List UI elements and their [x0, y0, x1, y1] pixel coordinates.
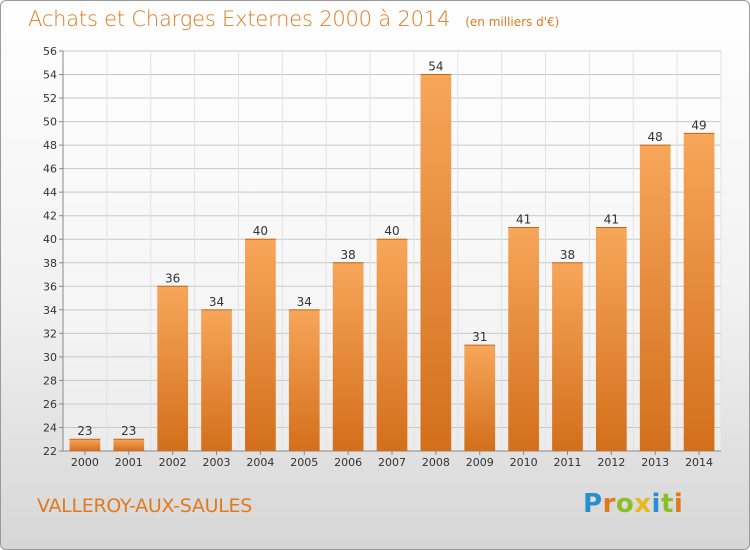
y-tick-label: 54: [43, 69, 57, 82]
x-tick-label: 2006: [334, 456, 362, 469]
bar: [288, 309, 320, 451]
logo-letter: i: [651, 489, 661, 519]
data-label: 38: [560, 248, 575, 262]
data-label: 34: [209, 295, 224, 309]
y-tick-label: 30: [43, 351, 57, 364]
y-tick-label: 56: [43, 45, 57, 58]
bar: [464, 345, 496, 451]
data-label: 38: [340, 248, 355, 262]
logo-letter: x: [634, 489, 652, 519]
bar: [69, 439, 101, 451]
commune-name: VALLEROY-AUX-SAULES: [37, 495, 252, 517]
y-tick-label: 36: [43, 280, 57, 293]
x-tick-label: 2005: [290, 456, 318, 469]
y-tick-label: 50: [43, 116, 57, 129]
y-tick-label: 48: [43, 139, 57, 152]
y-tick-label: 52: [43, 92, 57, 105]
data-label: 40: [384, 224, 399, 238]
y-tick-label: 26: [43, 398, 57, 411]
y-tick-label: 28: [43, 374, 57, 387]
data-label: 54: [428, 60, 443, 74]
proxiti-logo: Proxiti: [583, 489, 683, 519]
logo-letter: t: [660, 489, 674, 519]
y-tick-label: 34: [43, 304, 57, 317]
x-tick-label: 2013: [641, 456, 669, 469]
bar: [157, 286, 189, 451]
logo-letter: i: [673, 489, 684, 519]
bar: [245, 239, 276, 451]
y-tick-label: 32: [43, 327, 57, 340]
data-label: 48: [648, 130, 663, 144]
x-tick-label: 2000: [71, 456, 99, 469]
data-label: 23: [121, 424, 136, 438]
x-tick-label: 2012: [597, 456, 625, 469]
y-tick-label: 40: [43, 233, 57, 246]
data-label: 23: [77, 424, 92, 438]
bar: [420, 74, 452, 451]
y-tick-label: 42: [43, 210, 57, 223]
bar: [508, 227, 539, 451]
x-tick-label: 2009: [466, 456, 494, 469]
x-tick-label: 2010: [510, 456, 538, 469]
y-tick-label: 44: [43, 186, 57, 199]
data-label: 31: [472, 330, 487, 344]
x-tick-label: 2008: [422, 456, 450, 469]
data-label: 41: [604, 212, 619, 226]
bar: [639, 145, 671, 451]
x-tick-label: 2007: [378, 456, 406, 469]
data-label: 36: [165, 271, 180, 285]
bar: [201, 309, 232, 451]
data-label: 49: [691, 118, 706, 132]
logo-letter: P: [583, 489, 603, 519]
x-tick-label: 2014: [685, 456, 713, 469]
x-tick-label: 2003: [203, 456, 231, 469]
y-tick-label: 22: [43, 445, 57, 458]
data-label: 34: [297, 295, 312, 309]
x-tick-label: 2004: [246, 456, 274, 469]
bar: [683, 133, 715, 451]
logo-letter: o: [615, 489, 635, 519]
bar: [595, 227, 627, 451]
bar: [376, 239, 408, 451]
y-tick-label: 46: [43, 163, 57, 176]
title-text: Achats et Charges Externes 2000 à 2014: [28, 7, 451, 31]
x-tick-label: 2002: [159, 456, 187, 469]
x-tick-label: 2011: [553, 456, 581, 469]
unit-text: (en milliers d'€): [465, 15, 560, 29]
y-tick-label: 38: [43, 257, 57, 270]
bar: [332, 262, 364, 451]
y-tick-label: 24: [43, 421, 57, 434]
logo-letter: r: [602, 489, 616, 519]
chart-title: Achats et Charges Externes 2000 à 2014 (…: [28, 7, 559, 31]
data-label: 40: [253, 224, 268, 238]
data-label: 41: [516, 212, 531, 226]
bar: [113, 439, 145, 451]
x-tick-label: 2001: [115, 456, 143, 469]
bar: [552, 262, 583, 451]
